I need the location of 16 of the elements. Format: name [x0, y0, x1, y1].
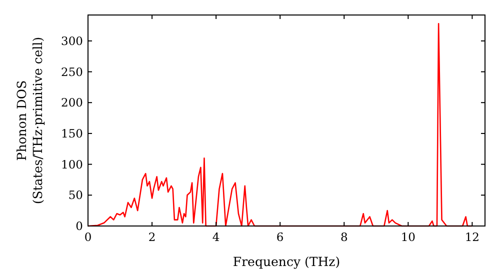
y-tick-label: 250	[61, 64, 83, 79]
x-tick-label: 4	[212, 230, 220, 244]
x-tick-label: 2	[148, 230, 156, 244]
y-tick-label: 300	[61, 34, 83, 48]
x-tick-label: 6	[276, 230, 284, 244]
x-tick-label: 0	[84, 230, 92, 244]
y-tick-label: 150	[61, 126, 83, 140]
y-tick-label: 200	[61, 96, 83, 110]
y-tick-label: 50	[68, 188, 83, 202]
y-tick-label: 100	[61, 157, 83, 172]
x-tick-label: 8	[340, 230, 348, 244]
x-tick-label: 10	[400, 230, 416, 244]
x-axis-title: Frequency (THz)	[232, 254, 340, 269]
y-tick-label: 0	[76, 219, 83, 233]
x-tick-label: 12	[464, 230, 480, 244]
y-axis-title: Phonon DOS (States/THz·primitive cell)	[14, 36, 45, 204]
